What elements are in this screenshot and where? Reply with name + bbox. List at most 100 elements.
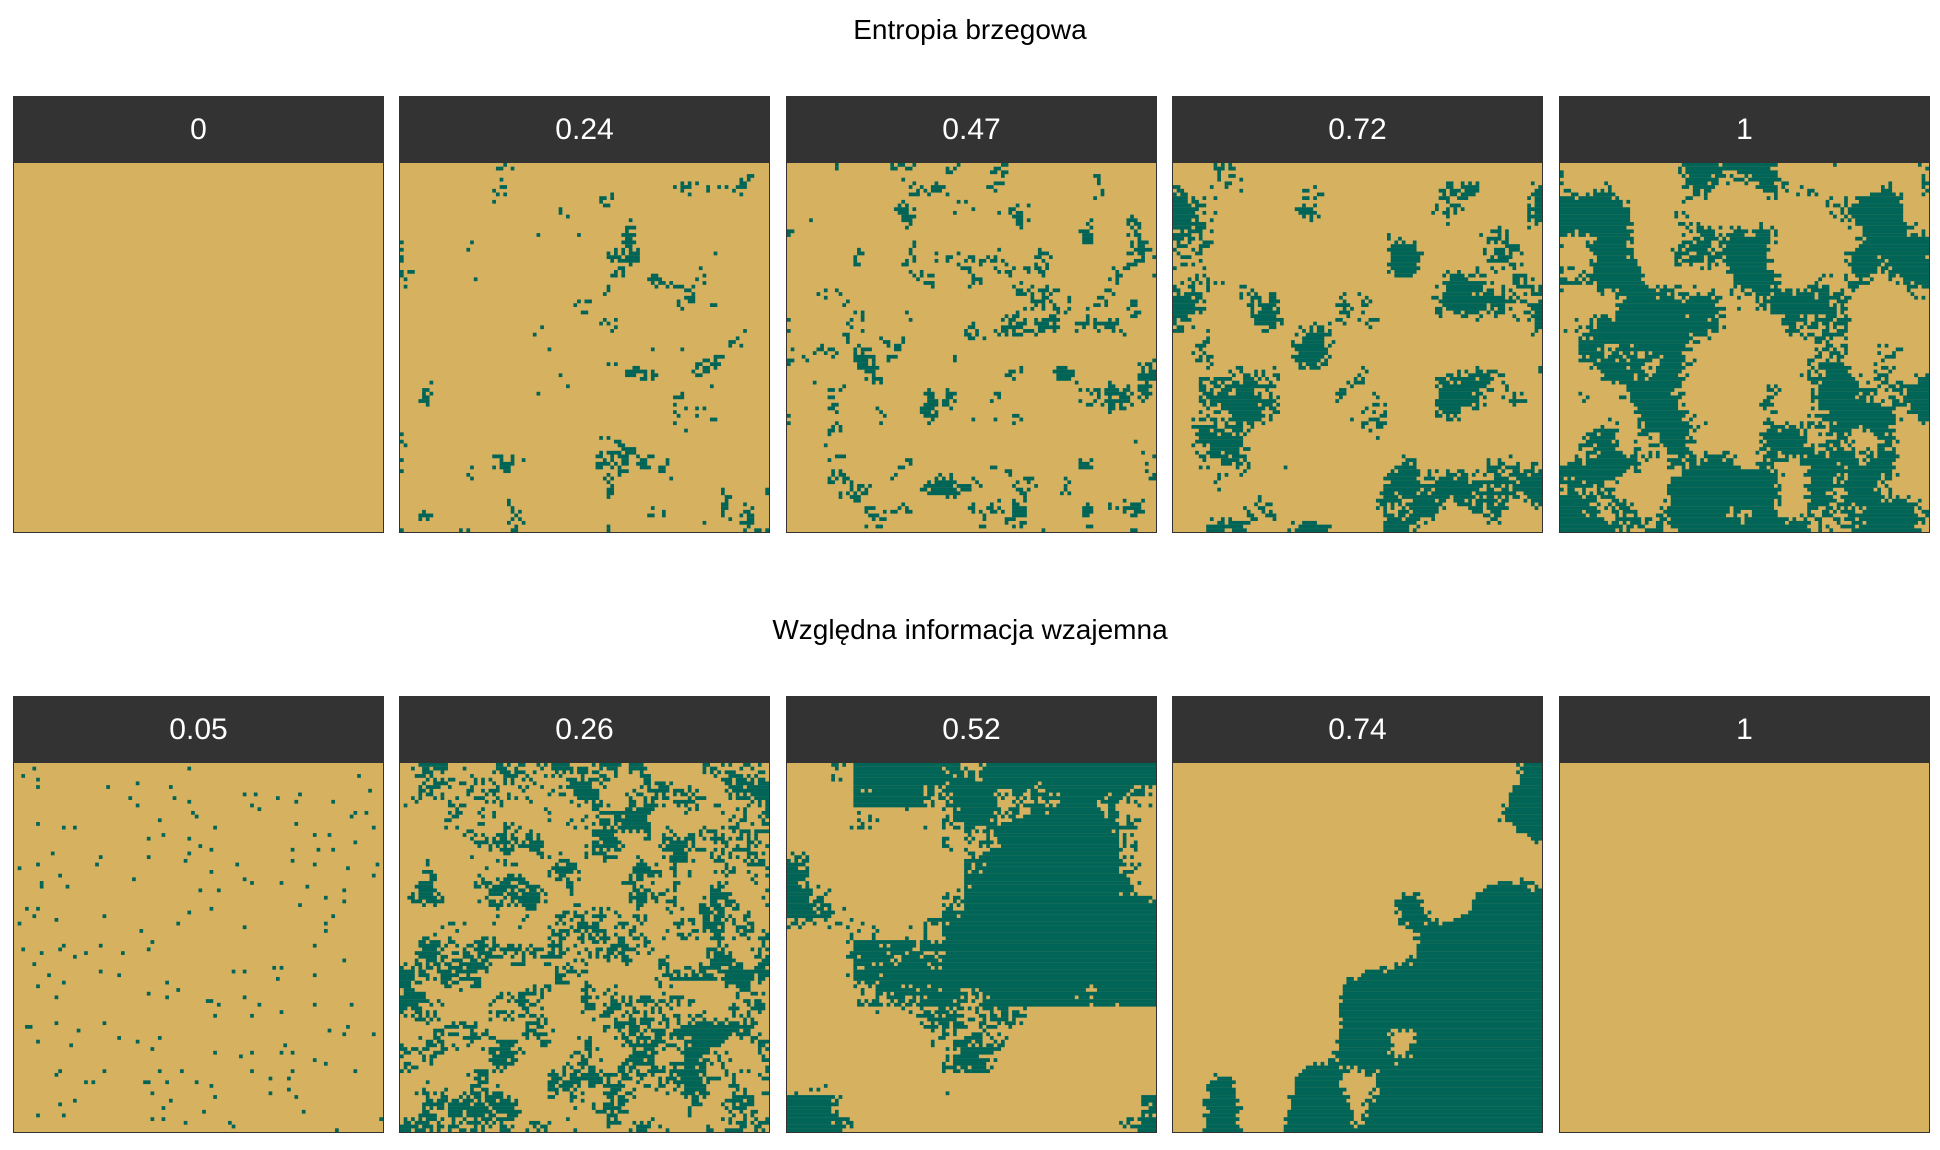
patch-cell [614,461,618,466]
patch-cell [1261,509,1266,514]
patch-cell [1235,461,1244,466]
patch-cell [1228,369,1233,374]
patch-cell [466,943,474,948]
patch-cell [1906,495,1911,499]
patch-cell [499,1128,511,1132]
patch-cell [636,1128,648,1132]
patch-cell [945,391,957,396]
patch-cell [1133,310,1142,315]
patch-cell [897,210,909,215]
patch-cell [953,354,957,359]
patch-cell [1799,424,1804,429]
patch-cell [577,877,581,882]
patch-cell [1840,218,1845,223]
patch-cell [61,825,66,830]
patch-cell [1825,524,1830,529]
patch-cell [536,233,541,237]
patch-cell [706,188,710,193]
patch-cell [1899,273,1929,278]
patch-cell [853,973,880,978]
patch-cell [1486,458,1491,462]
patch-cell [371,825,376,830]
patch-cell [1082,233,1094,237]
patch-cell [1689,174,1712,178]
patch-cell [1505,814,1542,819]
patch-cell [492,921,496,926]
patch-cell [1398,917,1432,922]
patch-cell [529,847,541,852]
patch-cell [871,999,880,1003]
patch-cell [569,1054,574,1059]
patch-cell [1681,163,1719,167]
patch-cell [433,796,437,800]
patch-cell [941,988,961,992]
patch-cell [941,914,957,919]
patch-cell [1685,170,1723,175]
patch-cell [1512,281,1520,285]
patch-cell [1217,170,1221,175]
patch-cell [997,498,1002,503]
patch-cell [989,502,994,507]
patch-cell [1807,284,1819,289]
patch-cell [787,862,806,867]
patch-cell [1339,1058,1542,1062]
patch-cell [1821,513,1834,518]
patch-cell [1122,506,1142,510]
patch-cell [945,785,1035,789]
patch-cell [1840,288,1845,293]
patch-cell [610,192,615,197]
patch-cell [36,1039,40,1044]
patch-cell [98,855,103,860]
patch-cell [713,358,718,363]
patch-cell [1015,288,1024,293]
patch-cell [1858,277,1863,282]
patch-cell [643,777,651,782]
patch-cell [584,1002,596,1007]
patch-cell [1468,181,1472,186]
patch-cell [746,517,755,522]
patch-cell [658,873,662,878]
patch-cell [1453,310,1461,315]
patch-cell [543,984,552,989]
patch-cell [525,988,530,992]
patch-cell [1818,402,1882,407]
patch-cell [532,1124,537,1129]
patch-cell [989,465,998,470]
patch-cell [1052,321,1057,326]
patch-cell [1833,491,1837,496]
patch-cell [1442,295,1506,300]
patch-cell [488,777,493,782]
patch-cell [647,454,655,459]
patch-cell [941,1024,950,1029]
patch-cell [673,870,677,874]
patch-cell [750,777,755,782]
patch-cell [1030,299,1046,304]
patch-cell [1560,277,1568,282]
patch-cell [1633,402,1679,407]
patch-cell [1375,1072,1542,1077]
patch-cell [1133,247,1153,252]
patch-cell [765,487,769,492]
patch-cell [1585,461,1642,466]
patch-cell [728,340,736,344]
patch-cell [1294,528,1328,532]
patch-cell [591,763,596,767]
patch-cell [860,314,865,319]
patch-cell [724,1128,744,1132]
patch-cell [1921,229,1926,234]
patch-cell [1446,373,1454,378]
patch-cell [1774,391,1778,396]
patch-cell [1438,476,1454,481]
patch-cell [930,284,935,289]
patch-cell [1814,354,1822,359]
patch-cell [1074,329,1079,333]
patch-cell [857,929,861,933]
patch-cell [1527,225,1531,230]
patch-cell [997,395,1002,400]
patch-cell [1733,284,1738,289]
patch-cell [436,1017,441,1022]
patch-cell [1096,329,1101,333]
patch-cell [941,807,946,812]
patch-cell [1818,421,1822,426]
patch-cell [923,929,928,933]
